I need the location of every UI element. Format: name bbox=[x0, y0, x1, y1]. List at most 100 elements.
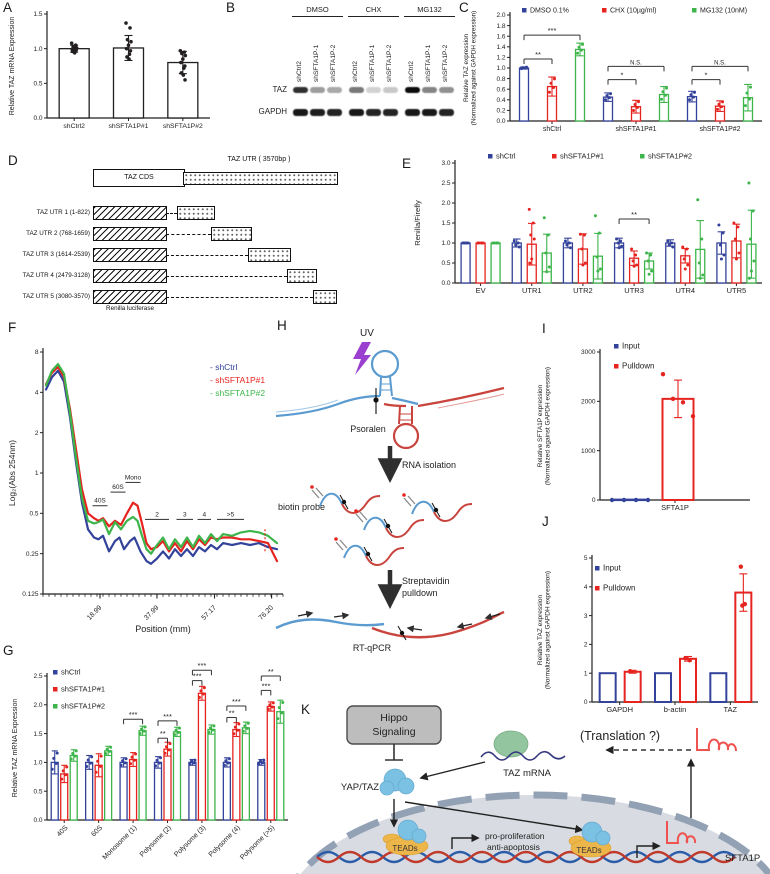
panel-label-b: B bbox=[226, 0, 236, 15]
treatment-group-label: DMSO bbox=[306, 5, 329, 14]
svg-text:Pulldown: Pulldown bbox=[603, 584, 635, 593]
svg-text:3: 3 bbox=[584, 613, 588, 620]
svg-text:Input: Input bbox=[603, 564, 622, 573]
svg-text:- shCtrl: - shCtrl bbox=[210, 362, 238, 372]
svg-text:shSFTA1P#2: shSFTA1P#2 bbox=[648, 152, 692, 161]
bars bbox=[609, 372, 696, 503]
blot-band bbox=[383, 109, 398, 116]
svg-text:(Normalized against GAPDH expr: (Normalized against GAPDH expression) bbox=[545, 571, 552, 689]
svg-text:0.4: 0.4 bbox=[496, 97, 505, 104]
panel-label-d: D bbox=[8, 153, 18, 168]
teads1-output-arrow bbox=[451, 833, 480, 849]
svg-text:0.0: 0.0 bbox=[33, 115, 42, 122]
utr-segment-box bbox=[177, 206, 216, 220]
renilla-luciferase-box bbox=[93, 290, 167, 304]
svg-text:2.0: 2.0 bbox=[33, 702, 42, 709]
blot-band bbox=[366, 87, 381, 93]
svg-text:1.0: 1.0 bbox=[33, 46, 42, 53]
svg-text:EV: EV bbox=[476, 286, 486, 295]
panel-j-bar-chart: 0 1 2 3 4 5 Relative TAZ expression (Normalized… bbox=[537, 555, 758, 714]
svg-text:**: ** bbox=[535, 50, 541, 59]
bars bbox=[518, 42, 754, 122]
svg-text:shSFTA1P#1: shSFTA1P#1 bbox=[109, 123, 149, 130]
svg-text:5: 5 bbox=[584, 555, 588, 562]
anti-apoptosis-label: anti-apoptosis bbox=[487, 842, 540, 852]
svg-text:40S: 40S bbox=[56, 824, 70, 838]
svg-text:SFTA1P: SFTA1P bbox=[661, 503, 689, 512]
svg-text:1.0: 1.0 bbox=[33, 760, 42, 767]
sfta1p-rna-cytoplasm bbox=[696, 728, 737, 752]
blot-band bbox=[293, 109, 308, 116]
mrna-to-yap-arrow bbox=[419, 761, 486, 781]
svg-text:60S: 60S bbox=[112, 484, 124, 491]
svg-text:1.0: 1.0 bbox=[496, 65, 505, 72]
construct-label: TAZ UTR 1 (1-822) bbox=[36, 209, 90, 216]
panel-a-bar-chart: 0.0 0.5 1.0 1.5 Relative TAZ mRNA Expression… bbox=[9, 11, 210, 130]
sfta1p-label: SFTA1P bbox=[725, 853, 760, 864]
lane-label: shCtrl2 bbox=[352, 61, 359, 82]
svg-text:**: ** bbox=[229, 708, 235, 717]
blot-band bbox=[422, 109, 437, 116]
svg-text:Polysome (3): Polysome (3) bbox=[173, 824, 207, 858]
construct-label: TAZ UTR 5 (3080-3570) bbox=[22, 293, 90, 300]
panel-k-schematic: Hippo Signaling YAP/TAZ TAZ mRNA (Transl… bbox=[296, 705, 770, 874]
rtqpcr-diagram bbox=[275, 610, 505, 641]
svg-text:Relative TAZ expression: Relative TAZ expression bbox=[463, 33, 470, 102]
svg-text:***: *** bbox=[163, 712, 172, 721]
svg-text:0.5: 0.5 bbox=[29, 511, 38, 518]
full-utr-bar bbox=[183, 172, 338, 185]
svg-text:MG132 (10nM): MG132 (10nM) bbox=[700, 8, 747, 15]
svg-text:Monosome (1): Monosome (1) bbox=[102, 824, 139, 861]
svg-text:***: *** bbox=[232, 697, 241, 706]
svg-text:2000: 2000 bbox=[581, 399, 596, 406]
hippo-label-line2: Signaling bbox=[372, 726, 415, 738]
yap-to-teads2-arrow bbox=[404, 801, 584, 834]
crosslinked-rna-diagram bbox=[275, 349, 505, 450]
taz-mrna-label: TAZ mRNA bbox=[503, 768, 552, 779]
lane-label: shSFTA1P-2 bbox=[442, 44, 449, 82]
svg-text:b-actin: b-actin bbox=[664, 705, 687, 714]
svg-text:- shSFTA1P#2: - shSFTA1P#2 bbox=[210, 388, 265, 398]
svg-text:40S: 40S bbox=[94, 498, 106, 505]
panel-h-schematic: UV Psoralen RNA isolation biotin probe bbox=[275, 328, 505, 653]
taz-cds-box: TAZ CDS bbox=[93, 169, 185, 187]
svg-text:0: 0 bbox=[584, 699, 588, 706]
svg-text:1.0: 1.0 bbox=[441, 240, 450, 247]
treatment-group-label: MG132 bbox=[417, 5, 442, 14]
uv-label: UV bbox=[360, 328, 374, 339]
svg-text:1.2: 1.2 bbox=[496, 55, 505, 62]
lane-label: shSFTA1P-2 bbox=[386, 44, 393, 82]
svg-text:shSFTA1P#1: shSFTA1P#1 bbox=[560, 152, 604, 161]
svg-text:Renilla/Firefly: Renilla/Firefly bbox=[413, 200, 422, 246]
renilla-luciferase-box bbox=[93, 206, 167, 220]
panel-e-bar-chart: 0.0 0.5 1.0 1.5 2.0 2.5 3.0 Renilla/Firefly EV UT… bbox=[413, 152, 762, 295]
svg-text:0.0: 0.0 bbox=[441, 280, 450, 287]
svg-text:0.5: 0.5 bbox=[33, 788, 42, 795]
sfta1p-transcription-arrow bbox=[636, 841, 661, 858]
svg-text:**: ** bbox=[631, 210, 637, 219]
blot-band bbox=[439, 109, 454, 116]
blot-band bbox=[293, 87, 308, 93]
utr-segment-box bbox=[313, 290, 337, 304]
inhibition-tbar-icon bbox=[385, 744, 403, 761]
svg-text:Relative TAZ mRNA Expression: Relative TAZ mRNA Expression bbox=[12, 699, 19, 798]
svg-text:shSFTA1P#2: shSFTA1P#2 bbox=[61, 702, 105, 711]
legend: Input Pulldown bbox=[614, 342, 654, 371]
svg-text:Pulldown: Pulldown bbox=[622, 362, 654, 371]
yap-taz-blob bbox=[379, 768, 415, 796]
svg-text:1.5: 1.5 bbox=[33, 11, 42, 18]
panel-c-bar-chart: 0.0 0.2 0.4 0.6 0.8 1.0 1.2 1.4 1.6 1.8 2.0 Relativ… bbox=[463, 8, 762, 133]
svg-text:N.S.: N.S. bbox=[630, 60, 642, 66]
svg-text:shCtrl: shCtrl bbox=[543, 126, 562, 133]
blot-band bbox=[310, 109, 325, 116]
renilla-luciferase-box bbox=[93, 248, 167, 262]
uv-bolt-icon bbox=[353, 342, 371, 375]
svg-text:0.5: 0.5 bbox=[441, 260, 450, 267]
panel-b-western-blot: DMSO CHX MG132 shCtrl2 shSFTA1P-1 shSFTA1P-2 s… bbox=[225, 3, 465, 148]
svg-text:(Normalized against GAPDH expr: (Normalized against GAPDH expression) bbox=[471, 11, 478, 125]
renilla-luciferase-box bbox=[93, 227, 167, 241]
legend: shCtrl shSFTA1P#1 shSFTA1P#2 bbox=[488, 152, 692, 161]
